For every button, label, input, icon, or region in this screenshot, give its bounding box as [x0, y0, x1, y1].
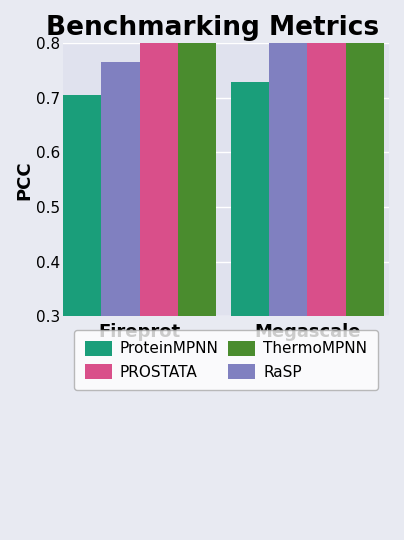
- Y-axis label: PCC: PCC: [15, 160, 33, 199]
- Bar: [231, 82, 269, 316]
- Bar: [178, 0, 216, 316]
- Text: Benchmarking Metrics: Benchmarking Metrics: [46, 15, 379, 41]
- Bar: [346, 0, 384, 316]
- Legend: ProteinMPNN, PROSTATA, ThermoMPNN, RaSP: ProteinMPNN, PROSTATA, ThermoMPNN, RaSP: [74, 330, 378, 390]
- Bar: [63, 94, 101, 316]
- Bar: [269, 0, 307, 316]
- Bar: [101, 63, 139, 316]
- Bar: [307, 0, 346, 316]
- Bar: [139, 0, 178, 316]
